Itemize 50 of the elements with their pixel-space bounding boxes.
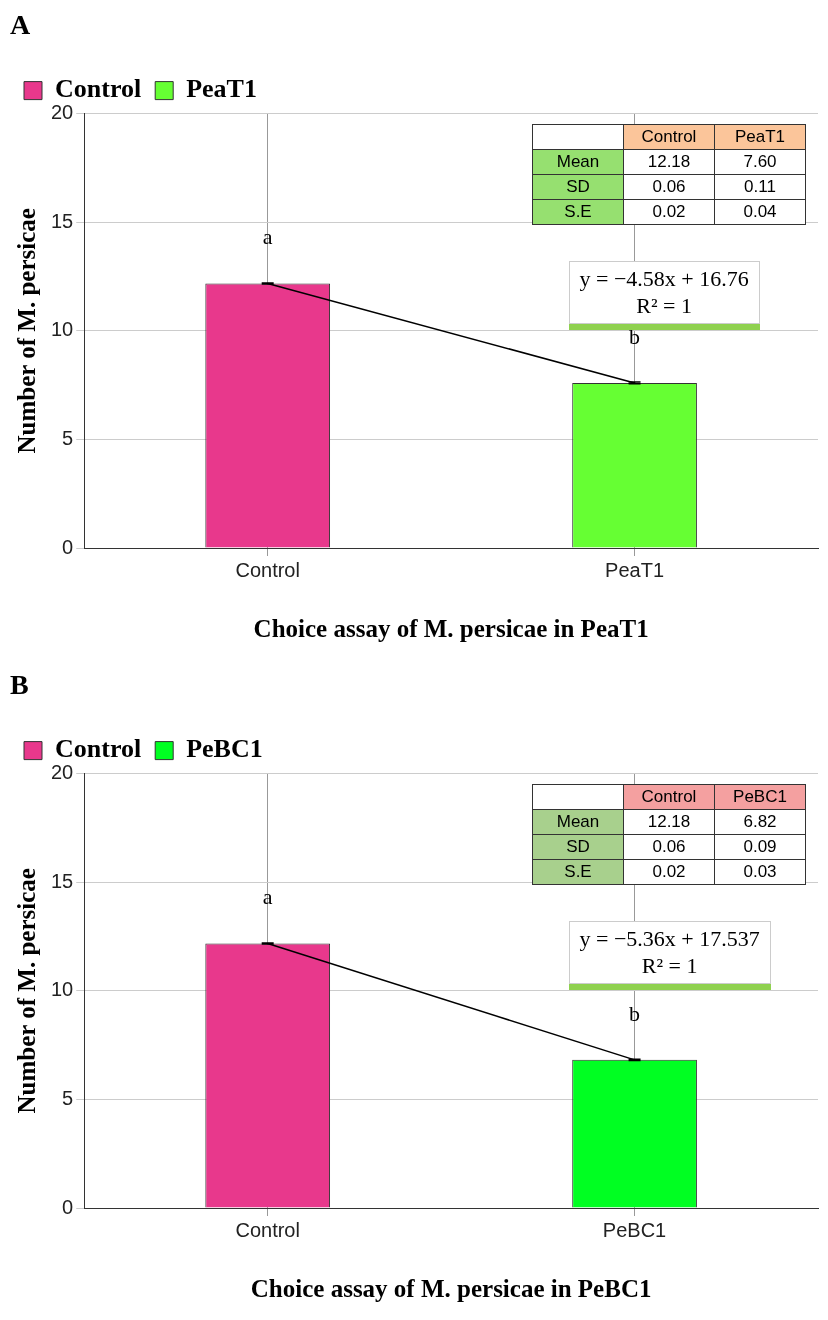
annotation: a (262, 224, 273, 250)
annotation: b (629, 1000, 641, 1026)
x-axis-title: Choice assay of M. persicae in PeBC1 (250, 1275, 652, 1303)
y-tick-label: 20 (51, 761, 74, 784)
chart-title: A (10, 9, 31, 41)
annotation: S.E (532, 199, 624, 225)
annotation: 0.02 (623, 199, 715, 225)
y-tick-label: 10 (51, 318, 74, 341)
annotation: R² = 1 (635, 292, 693, 320)
category-label: PeBC1 (733, 786, 787, 806)
y-axis-title: Number of M. persicae (13, 208, 41, 454)
annotation: 0.04 (714, 199, 806, 225)
x-axis-title: Choice assay of M. persicae in PeaT1 (253, 615, 649, 643)
y-tick-label: 20 (51, 101, 74, 124)
annotation: Mean (532, 149, 624, 175)
annotation: 0.06 (623, 174, 715, 200)
legend-label: PeaT1 (186, 74, 257, 104)
y-tick-label: 10 (51, 978, 74, 1001)
annotation: SD (532, 174, 624, 200)
legend-label: PeBC1 (186, 734, 263, 764)
annotation: Mean (532, 809, 624, 835)
y-tick-label: 15 (51, 209, 74, 232)
y-tick-label: 0 (62, 535, 74, 558)
annotation: y = −5.36x + 17.537 (579, 926, 760, 953)
annotation: a (262, 884, 273, 910)
annotation: 12.18 (623, 149, 715, 175)
chart-title: B (10, 669, 29, 701)
category-label: Control (641, 126, 697, 146)
annotation: 12.18 (623, 809, 715, 835)
annotation: 0.06 (623, 834, 715, 860)
annotation: 0.09 (714, 834, 806, 860)
y-axis-title: Number of M. persicae (13, 868, 41, 1114)
annotation: 6.82 (714, 809, 806, 835)
annotation: R² = 1 (640, 952, 699, 980)
annotation: 0.03 (714, 859, 806, 885)
y-tick-label: 15 (51, 869, 74, 892)
category-label: PeaT1 (734, 126, 786, 146)
legend-label: Control (55, 734, 142, 764)
annotation: 7.60 (714, 149, 806, 175)
annotation: S.E (532, 859, 624, 885)
y-tick-label: 0 (62, 1195, 74, 1218)
annotation: b (629, 323, 641, 349)
annotation: 0.11 (714, 174, 806, 200)
y-tick-label: 5 (62, 1086, 74, 1109)
annotation: SD (532, 834, 624, 860)
legend-label: Control (55, 74, 142, 104)
y-tick-label: 5 (62, 426, 74, 449)
category-label: Control (641, 786, 697, 806)
annotation: 0.02 (623, 859, 715, 885)
annotation: y = −4.58x + 16.76 (579, 266, 749, 293)
